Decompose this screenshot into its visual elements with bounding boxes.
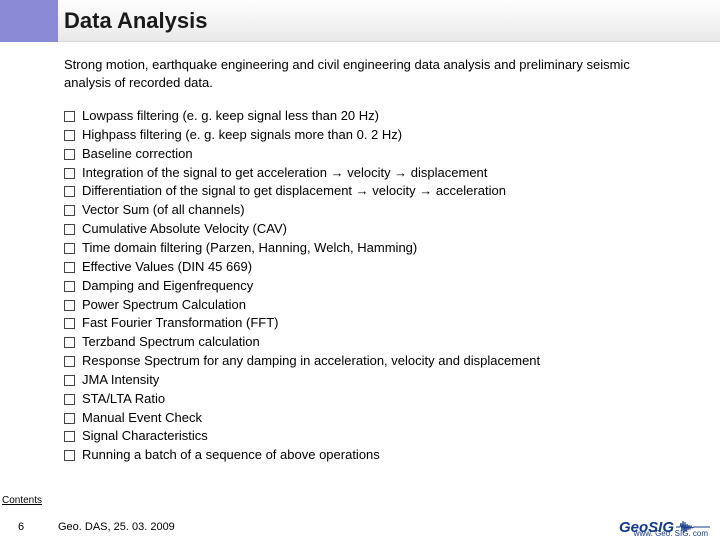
- list-item: STA/LTA Ratio: [64, 390, 700, 409]
- list-item: Running a batch of a sequence of above o…: [64, 446, 700, 465]
- slide-footer: 6 Geo. DAS, 25. 03. 2009 GeoSIG: [0, 514, 720, 540]
- page-number: 6: [18, 521, 58, 533]
- contents-link[interactable]: Contents: [2, 495, 42, 506]
- list-item: Power Spectrum Calculation: [64, 296, 700, 315]
- page-title: Data Analysis: [64, 8, 207, 34]
- list-item: Signal Characteristics: [64, 427, 700, 446]
- list-item: Terzband Spectrum calculation: [64, 333, 700, 352]
- footer-date: Geo. DAS, 25. 03. 2009: [58, 521, 619, 533]
- header-accent-block: [0, 0, 58, 42]
- list-item: Integration of the signal to get acceler…: [64, 164, 700, 183]
- slide-header: Data Analysis: [0, 0, 720, 42]
- list-item: Vector Sum (of all channels): [64, 201, 700, 220]
- header-title-wrap: Data Analysis: [58, 0, 720, 42]
- list-item: Damping and Eigenfrequency: [64, 277, 700, 296]
- content-area: Strong motion, earthquake engineering an…: [0, 42, 720, 465]
- list-item: Highpass filtering (e. g. keep signals m…: [64, 126, 700, 145]
- list-item: Response Spectrum for any damping in acc…: [64, 352, 700, 371]
- list-item: Cumulative Absolute Velocity (CAV): [64, 220, 700, 239]
- footer-url: www. Geo. SIG. com: [634, 529, 708, 538]
- list-item: JMA Intensity: [64, 371, 700, 390]
- list-item: Time domain filtering (Parzen, Hanning, …: [64, 239, 700, 258]
- intro-paragraph: Strong motion, earthquake engineering an…: [64, 56, 664, 91]
- bullet-list: Lowpass filtering (e. g. keep signal les…: [64, 107, 700, 465]
- list-item: Manual Event Check: [64, 409, 700, 428]
- list-item: Baseline correction: [64, 145, 700, 164]
- list-item: Differentiation of the signal to get dis…: [64, 182, 700, 201]
- list-item: Effective Values (DIN 45 669): [64, 258, 700, 277]
- list-item: Lowpass filtering (e. g. keep signal les…: [64, 107, 700, 126]
- list-item: Fast Fourier Transformation (FFT): [64, 314, 700, 333]
